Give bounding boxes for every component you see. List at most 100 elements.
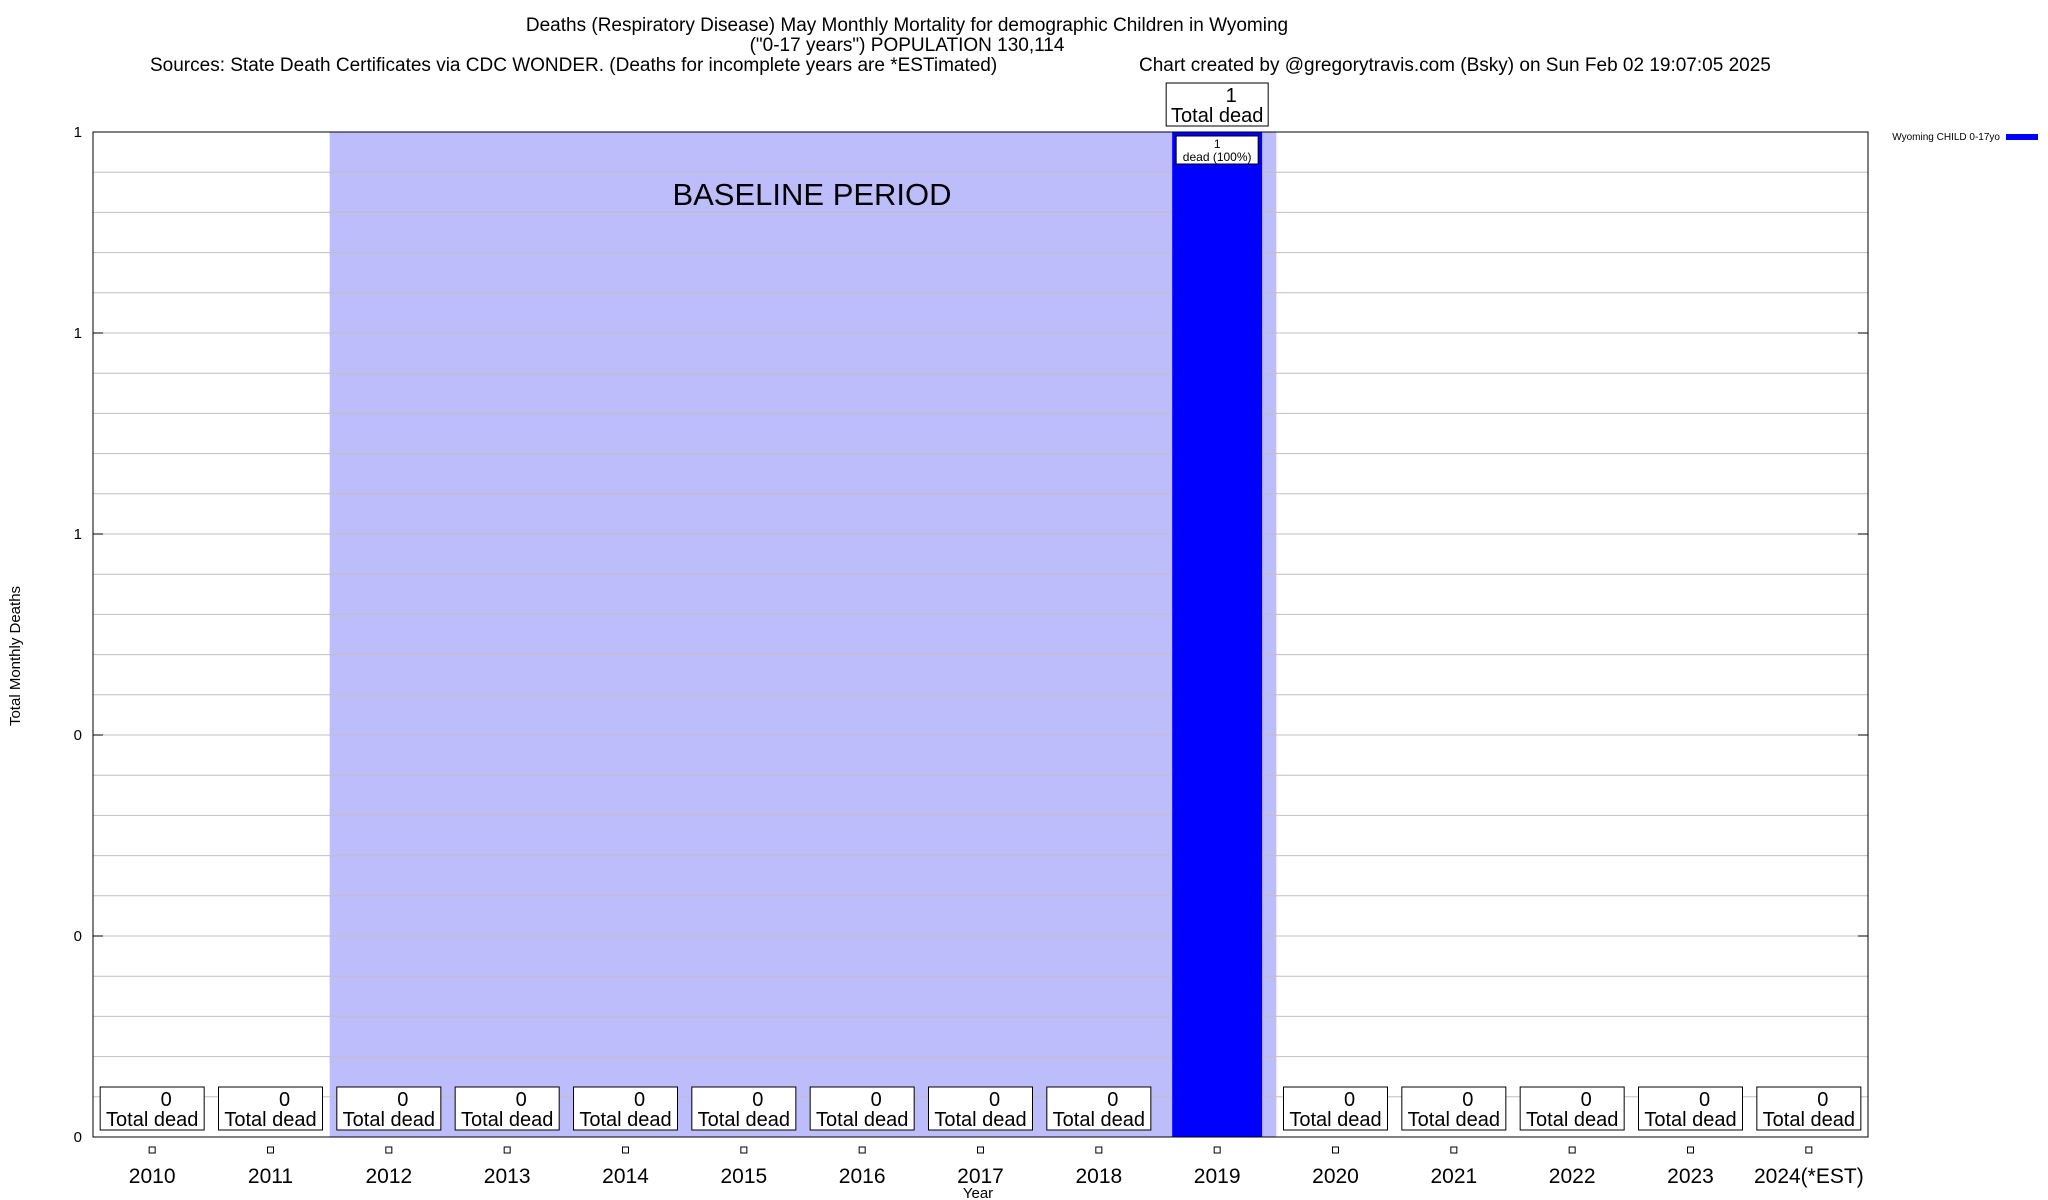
total-dead-text: Total dead	[698, 1109, 790, 1131]
y-tick-label: 0	[74, 1129, 82, 1146]
x-tick-label: 2018	[1075, 1165, 1122, 1188]
x-tick-marker	[148, 1146, 156, 1154]
x-tick-marker	[385, 1146, 393, 1154]
total-dead-text: Total dead	[579, 1109, 671, 1131]
y-tick-label: 0	[74, 928, 82, 945]
x-tick-label: 2023	[1667, 1165, 1714, 1188]
bar-value-label-box	[1175, 135, 1259, 165]
total-dead-text: Total dead	[1644, 1109, 1736, 1131]
total-dead-value: 0	[1581, 1089, 1592, 1111]
legend-swatch	[2006, 134, 2038, 140]
baseline-label: BASELINE PERIOD	[672, 177, 951, 212]
total-dead-box	[99, 1086, 205, 1131]
total-dead-value: 0	[989, 1089, 1000, 1111]
x-tick-label: 2019	[1194, 1165, 1241, 1188]
y-tick-label: 0	[74, 727, 82, 744]
total-dead-text: Total dead	[106, 1109, 198, 1131]
total-dead-box	[1756, 1086, 1862, 1131]
total-dead-box	[809, 1086, 915, 1131]
total-dead-value: 0	[161, 1089, 172, 1111]
plot-frame	[92, 131, 1869, 1138]
total-dead-box	[336, 1086, 442, 1131]
total-dead-box	[1046, 1086, 1152, 1131]
bar-2019	[1172, 132, 1263, 1137]
y-tick-label: 1	[74, 325, 82, 342]
y-tick-label: 1	[74, 526, 82, 543]
x-axis-label: Year	[963, 1185, 993, 1200]
x-tick-label: 2012	[365, 1165, 412, 1188]
total-dead-box	[928, 1086, 1033, 1131]
x-tick-label: 2017	[957, 1165, 1004, 1188]
total-dead-value: 0	[516, 1089, 527, 1111]
x-tick-marker	[858, 1146, 866, 1154]
x-tick-marker	[740, 1146, 748, 1154]
baseline-period-band	[329, 132, 1277, 1137]
x-tick-label: 2010	[129, 1165, 176, 1188]
total-dead-text: Total dead	[1171, 105, 1263, 127]
chart-sources: Sources: State Death Certificates via CD…	[150, 55, 997, 76]
x-tick-label: 2014	[602, 1165, 649, 1188]
legend: Wyoming CHILD 0-17yo	[1892, 132, 2038, 143]
x-tick-label: 2011	[248, 1165, 293, 1188]
chart-credit: Chart created by @gregorytravis.com (Bsk…	[1139, 55, 1771, 76]
total-dead-value: 0	[871, 1089, 882, 1111]
total-dead-box	[1165, 82, 1269, 127]
total-dead-value: 0	[1107, 1089, 1118, 1111]
x-tick-marker	[622, 1146, 629, 1154]
x-tick-label: 2020	[1312, 1165, 1359, 1188]
total-dead-text: Total dead	[1289, 1109, 1381, 1131]
x-tick-label: 2024(*EST)	[1754, 1165, 1864, 1188]
x-tick-marker	[1568, 1146, 1576, 1154]
x-tick-marker	[1687, 1146, 1694, 1154]
total-dead-box	[454, 1086, 560, 1131]
x-tick-marker	[977, 1146, 984, 1154]
total-dead-value: 0	[1817, 1089, 1828, 1111]
total-dead-box	[573, 1086, 678, 1131]
x-tick-label: 2016	[839, 1165, 886, 1188]
legend-label: Wyoming CHILD 0-17yo	[1892, 132, 2000, 143]
total-dead-text: Total dead	[461, 1109, 553, 1131]
total-dead-value: 0	[1462, 1089, 1473, 1111]
x-tick-marker	[503, 1146, 511, 1154]
total-dead-box	[1401, 1086, 1507, 1131]
bar-value-label-text: dead (100%)	[1183, 150, 1252, 164]
total-dead-value: 0	[752, 1089, 763, 1111]
total-dead-text: Total dead	[1526, 1109, 1618, 1131]
x-tick-marker	[267, 1146, 274, 1154]
total-dead-value: 0	[1344, 1089, 1355, 1111]
total-dead-box	[218, 1086, 323, 1131]
total-dead-value: 0	[634, 1089, 645, 1111]
total-dead-value: 0	[279, 1089, 290, 1111]
total-dead-text: Total dead	[1408, 1109, 1500, 1131]
y-axis-label: Total Monthly Deaths	[7, 586, 24, 726]
total-dead-text: Total dead	[1053, 1109, 1145, 1131]
total-dead-value: 1	[1226, 85, 1237, 107]
x-tick-marker	[1805, 1146, 1813, 1154]
x-tick-label: 2013	[484, 1165, 531, 1188]
total-dead-text: Total dead	[934, 1109, 1026, 1131]
total-dead-box	[1283, 1086, 1388, 1131]
x-tick-marker	[1332, 1146, 1339, 1154]
total-dead-text: Total dead	[1763, 1109, 1855, 1131]
chart-title-line2: ("0-17 years") POPULATION 130,114	[750, 35, 1065, 56]
total-dead-text: Total dead	[343, 1109, 435, 1131]
x-tick-label: 2015	[720, 1165, 767, 1188]
total-dead-text: Total dead	[816, 1109, 908, 1131]
chart-title-line1: Deaths (Respiratory Disease) May Monthly…	[526, 15, 1288, 36]
x-tick-marker	[1450, 1146, 1458, 1154]
